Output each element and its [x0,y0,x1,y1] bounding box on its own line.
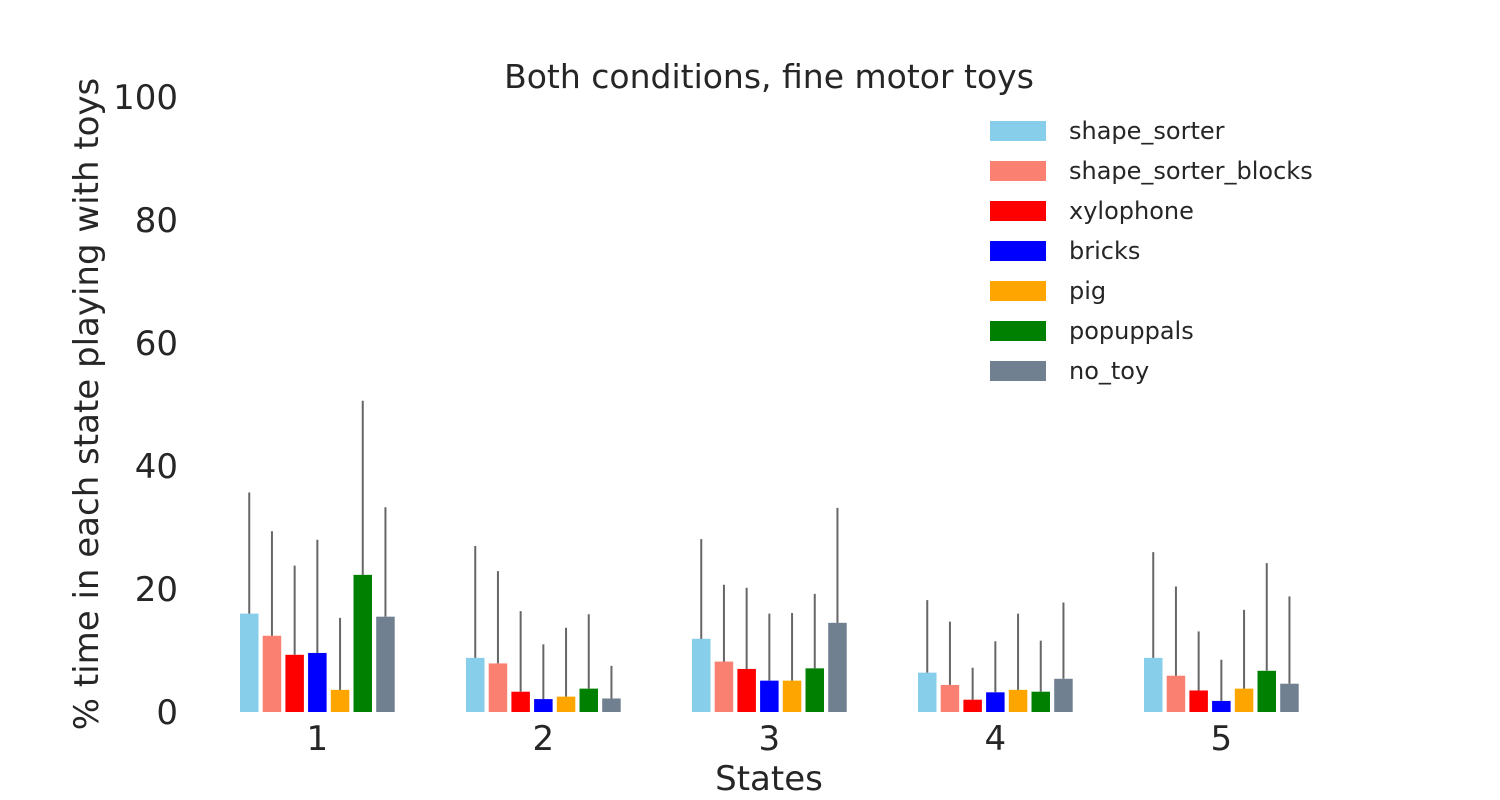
x-axis-label: States [715,759,823,799]
bar-pig-4 [1008,689,1028,712]
x-tick-label: 2 [533,719,555,759]
legend-swatch-shape_sorter [990,121,1046,141]
bar-shape_sorter_blocks-5 [1166,675,1186,712]
legend-swatch-no_toy [990,361,1046,381]
bar-xylophone-4 [963,699,982,712]
bar-no_toy-2 [602,698,621,712]
bar-bricks-4 [986,692,1005,712]
y-tick-label: 80 [135,201,178,241]
legend-label-no_toy: no_toy [1069,357,1149,385]
bar-popuppals-2 [579,688,598,712]
bar-shape_sorter-1 [240,613,259,712]
x-tick-label: 5 [1211,719,1233,759]
bar-popuppals-5 [1257,670,1276,712]
bar-popuppals-3 [805,668,824,712]
legend-swatch-bricks [990,241,1046,261]
bar-shape_sorter-4 [918,672,937,712]
bar-xylophone-1 [285,654,304,712]
bar-pig-3 [782,680,802,712]
y-tick-label: 0 [156,693,178,733]
x-tick-label: 4 [985,719,1007,759]
bar-shape_sorter-3 [692,638,711,712]
legend-label-shape_sorter: shape_sorter [1069,117,1225,145]
bar-xylophone-3 [737,668,756,712]
chart-title: Both conditions, fine motor toys [504,57,1034,96]
bar-shape_sorter-2 [466,657,485,712]
bar-popuppals-4 [1031,691,1050,712]
bar-xylophone-5 [1189,690,1208,712]
bar-bricks-5 [1212,700,1231,712]
x-tick-label: 1 [307,719,329,759]
bar-no_toy-4 [1054,678,1073,712]
y-tick-label: 40 [135,447,178,487]
legend-label-xylophone: xylophone [1069,197,1194,225]
bar-no_toy-3 [828,622,847,712]
bar-shape_sorter_blocks-3 [714,661,734,712]
bar-bricks-3 [760,680,779,712]
y-tick-label: 20 [135,570,178,610]
legend-label-pig: pig [1069,277,1106,305]
bar-shape_sorter_blocks-2 [488,663,508,712]
legend-swatch-shape_sorter_blocks [990,161,1046,181]
legend-label-bricks: bricks [1069,237,1140,265]
legend: shape_sorter shape_sorter_blocks xylophone… [990,117,1313,385]
bar-popuppals-1 [353,574,372,712]
legend-label-shape_sorter_blocks: shape_sorter_blocks [1069,157,1313,185]
y-tick-label: 100 [113,78,178,118]
bar-pig-2 [556,696,576,712]
legend-swatch-pig [990,281,1046,301]
y-axis-label: % time in each state playing with toys [67,78,107,731]
bar-bricks-1 [308,652,327,712]
y-ticks: 0 20 40 60 80 100 [113,78,178,733]
bar-no_toy-5 [1280,683,1299,712]
error-bars [248,400,1291,701]
y-tick-label: 60 [135,324,178,364]
x-ticks: 1 2 3 4 5 [307,719,1233,759]
bar-shape_sorter-5 [1144,657,1163,712]
legend-swatch-popuppals [990,321,1046,341]
bar-shape_sorter_blocks-4 [940,684,960,712]
legend-swatch-xylophone [990,201,1046,221]
bar-no_toy-1 [376,616,395,712]
bar-xylophone-2 [511,691,530,712]
bar-pig-1 [330,689,350,712]
legend-label-popuppals: popuppals [1069,317,1194,345]
bar-bricks-2 [534,699,553,712]
bar-shape_sorter_blocks-1 [262,635,282,712]
x-tick-label: 3 [759,719,781,759]
bars [240,574,1299,712]
bar-pig-5 [1234,688,1254,712]
